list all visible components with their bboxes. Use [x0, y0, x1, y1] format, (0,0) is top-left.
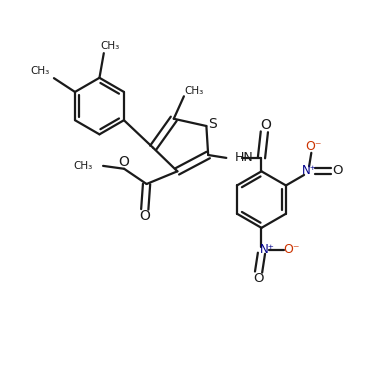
Text: O: O: [253, 272, 264, 285]
Text: CH₃: CH₃: [30, 66, 50, 76]
Text: O: O: [332, 164, 343, 177]
Text: O: O: [261, 118, 272, 132]
Text: S: S: [208, 117, 217, 131]
Text: O⁻: O⁻: [283, 243, 300, 256]
Text: HN: HN: [234, 151, 253, 164]
Text: O: O: [139, 209, 150, 223]
Text: N⁺: N⁺: [302, 164, 317, 177]
Text: CH₃: CH₃: [185, 86, 204, 96]
Text: O⁻: O⁻: [305, 140, 321, 153]
Text: O: O: [118, 155, 129, 169]
Text: CH₃: CH₃: [73, 160, 92, 170]
Text: CH₃: CH₃: [100, 41, 120, 51]
Text: N⁺: N⁺: [260, 243, 275, 256]
